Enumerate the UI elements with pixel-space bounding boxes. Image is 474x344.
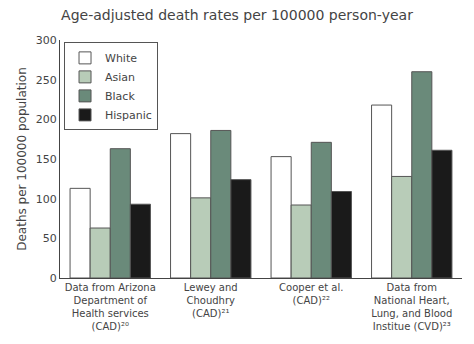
svg-text:Deaths per 100000 population: Deaths per 100000 population — [15, 67, 29, 251]
svg-text:Hispanic: Hispanic — [105, 109, 152, 122]
svg-text:150: 150 — [36, 153, 57, 166]
svg-text:0: 0 — [50, 272, 57, 285]
svg-text:Age-adjusted death rates per 1: Age-adjusted death rates per 100000 pers… — [61, 7, 413, 23]
svg-text:200: 200 — [36, 113, 57, 126]
svg-text:Lewey andChoudhry(CAD)²¹: Lewey andChoudhry(CAD)²¹ — [184, 282, 238, 319]
svg-text:Black: Black — [105, 90, 135, 103]
svg-text:Data from ArizonaDepartment of: Data from ArizonaDepartment ofHealth ser… — [65, 282, 156, 332]
svg-text:Cooper et al.(CAD)²²: Cooper et al.(CAD)²² — [279, 282, 343, 306]
svg-text:Data fromNational Heart,Lung,: Data fromNational Heart,Lung, and BloodI… — [371, 282, 452, 332]
svg-text:50: 50 — [43, 232, 57, 245]
svg-text:250: 250 — [36, 74, 57, 87]
svg-text:White: White — [105, 52, 137, 65]
svg-text:100: 100 — [36, 193, 57, 206]
svg-text:Asian: Asian — [105, 71, 135, 84]
svg-text:300: 300 — [36, 34, 57, 47]
